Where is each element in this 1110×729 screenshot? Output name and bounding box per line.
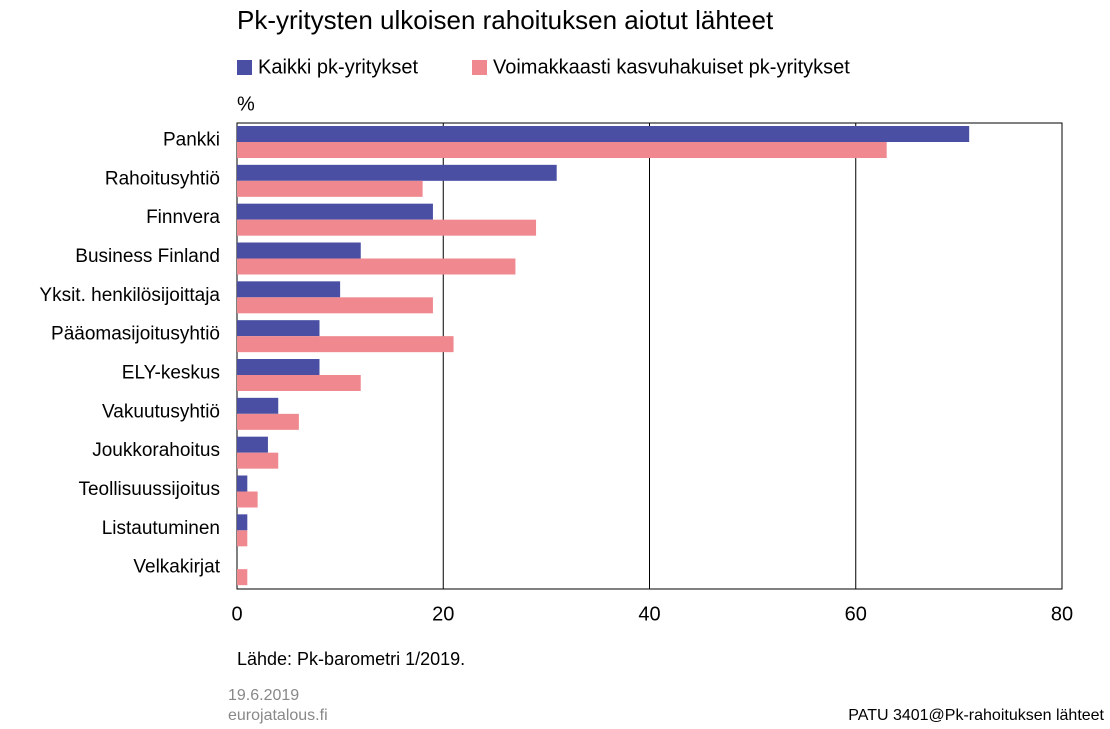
date: 19.6.2019 — [228, 687, 299, 704]
y-tick-label: Business Finland — [75, 246, 220, 267]
y-tick-label: Vakuutusyhtiö — [102, 401, 220, 422]
bar — [237, 126, 970, 142]
y-tick-label: Joukkorahoitus — [92, 440, 220, 461]
y-tick-label: Pankki — [163, 129, 220, 150]
x-tick-label: 60 — [845, 603, 867, 625]
bar — [237, 375, 361, 391]
site: eurojatalous.fi — [228, 707, 328, 724]
bar — [237, 180, 423, 197]
bar — [237, 475, 248, 492]
y-tick-label: Velkakirjat — [133, 557, 220, 578]
legend-label: Kaikki pk-yritykset — [258, 56, 418, 78]
y-tick-label: Finnvera — [146, 207, 220, 228]
legend-swatch — [237, 60, 252, 75]
bar — [237, 203, 433, 220]
bar — [237, 514, 248, 531]
x-tick-label: 20 — [432, 603, 454, 625]
bar — [237, 297, 433, 314]
y-tick-label: Listautuminen — [102, 518, 220, 539]
y-tick-label: Yksit. henkilösijoittaja — [39, 285, 220, 306]
x-tick-label: 40 — [638, 603, 660, 625]
bar — [237, 142, 887, 158]
y-tick-label: Rahoitusyhtiö — [105, 168, 220, 189]
bar — [237, 452, 279, 469]
code: PATU 3401@Pk-rahoituksen lähteet — [848, 707, 1104, 724]
bar — [237, 530, 248, 547]
bar — [237, 359, 320, 375]
bar — [237, 436, 268, 453]
y-tick-label: Pääomasijoitusyhtiö — [51, 324, 220, 345]
x-tick-label: 0 — [231, 603, 242, 625]
bar — [237, 320, 320, 337]
bar — [237, 491, 258, 508]
bar — [237, 258, 516, 275]
source: Lähde: Pk-barometri 1/2019. — [237, 649, 465, 669]
bar — [237, 281, 341, 298]
bar — [237, 164, 557, 181]
bar — [237, 397, 279, 414]
legend-swatch — [472, 60, 487, 75]
axis-unit: % — [237, 93, 255, 115]
bar — [237, 336, 454, 353]
y-tick-label: ELY-keskus — [122, 362, 220, 383]
chart-title: Pk-yritysten ulkoisen rahoituksen aiotut… — [237, 5, 774, 35]
bar — [237, 242, 361, 259]
bar — [237, 219, 537, 236]
bar — [237, 569, 248, 586]
y-tick-label: Teollisuussijoitus — [78, 479, 220, 500]
x-tick-label: 80 — [1051, 603, 1073, 625]
legend-label: Voimakkaasti kasvuhakuiset pk-yritykset — [493, 56, 850, 78]
bar — [237, 413, 299, 430]
